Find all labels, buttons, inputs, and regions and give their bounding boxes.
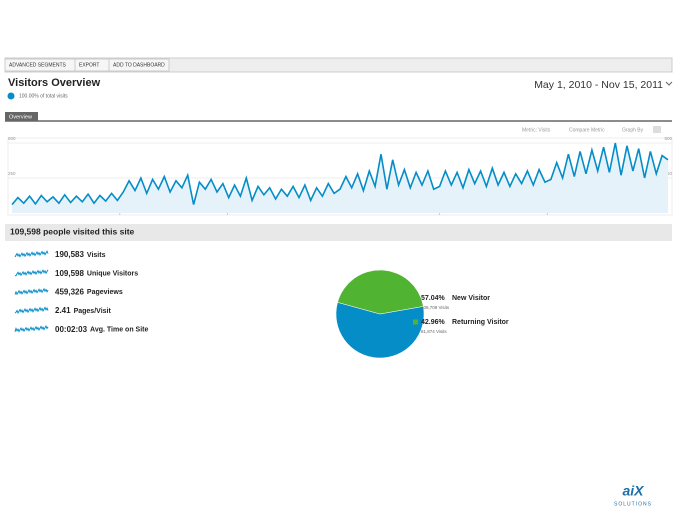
y-tick-label: 250 [664, 171, 672, 176]
pie-value-label: 42.96% [421, 319, 446, 326]
graph-option[interactable]: Metric: Visits [522, 127, 551, 133]
legend-swatch [413, 319, 418, 325]
y-tick-label: 500 [8, 136, 16, 141]
metrics: 190,583 Visits 109,598 Unique Visitors 459,3… [14, 250, 148, 334]
pie-slice [335, 302, 425, 359]
metric-value: 459,326 [55, 288, 84, 297]
dropdown-arrow[interactable] [665, 81, 673, 86]
date-range[interactable]: May 1, 2010 - Nov 15, 2011 [534, 79, 663, 91]
metric-label: Unique Visitors [87, 271, 138, 278]
sparkline [14, 287, 49, 296]
line-chart: 250250500500Aug 1Nov 1May 1Aug 1 [7, 136, 673, 216]
legend-sublabel: 81,874 Visits [421, 329, 447, 334]
tab-label[interactable]: Overview [9, 114, 32, 120]
button-label[interactable]: ADD TO DASHBOARD [113, 62, 165, 68]
tab[interactable] [5, 112, 38, 121]
graph-option[interactable]: Compare Metric [569, 127, 605, 133]
metric-label: Pages/Visit [74, 308, 112, 315]
pie-slice [337, 269, 424, 315]
metric-value: 2.41 [55, 306, 71, 315]
metric-value: 109,598 [55, 269, 84, 278]
sparkline [14, 306, 49, 315]
sparkline [14, 269, 49, 277]
metric-value: 00:02:03 [55, 325, 88, 334]
metric-label: Visits [87, 252, 106, 259]
title: Visitors Overview [8, 77, 101, 89]
pie-value-label: 57.04% [421, 295, 446, 302]
subtitle: 100.00% of total visits [19, 93, 68, 99]
logo-text: SOLUTIONS [614, 501, 652, 507]
area [12, 143, 668, 213]
button-label[interactable]: EXPORT [79, 62, 99, 68]
sparkline [14, 250, 49, 258]
button[interactable] [108, 58, 170, 72]
line [11, 142, 669, 206]
summary: 109,598 people visited this site [10, 226, 135, 236]
sparkline [14, 325, 49, 333]
segment-icon [7, 92, 15, 100]
button-label[interactable]: ADVANCED SEGMENTS [9, 62, 67, 68]
logo-mark: aiX [622, 483, 645, 499]
legend-label: New Visitor [452, 295, 490, 302]
legend-label: Returning Visitor [452, 319, 509, 326]
graph-icon[interactable] [653, 126, 661, 133]
graph-option[interactable]: Graph By [622, 127, 644, 133]
metric-value: 190,583 [55, 250, 84, 259]
summary-bar [5, 224, 672, 241]
logo [603, 483, 663, 509]
legend-sublabel: 108,709 Visits [421, 305, 450, 310]
metric-label: Avg. Time on Site [90, 327, 148, 334]
y-tick-label: 250 [8, 171, 16, 176]
metric-label: Pageviews [87, 289, 123, 296]
y-tick-label: 500 [664, 136, 672, 141]
